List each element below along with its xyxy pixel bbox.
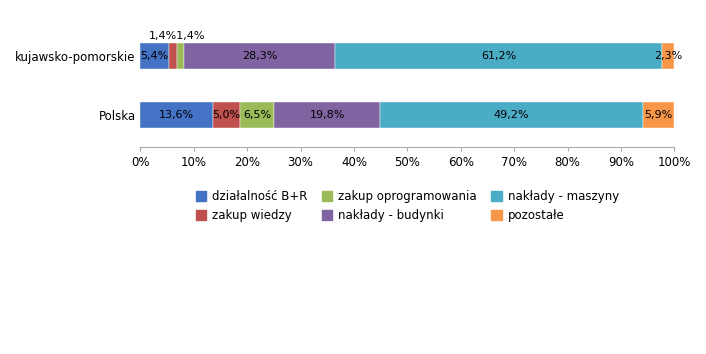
Bar	[213, 102, 239, 128]
Bar	[239, 102, 275, 128]
Text: 1,4%1,4%: 1,4%1,4%	[148, 30, 205, 40]
Text: 6,5%: 6,5%	[243, 110, 271, 120]
Text: 2,3%: 2,3%	[654, 51, 682, 61]
Text: 19,8%: 19,8%	[309, 110, 345, 120]
Legend: działalność B+R, zakup wiedzy, zakup oprogramowania, nakłady - budynki, nakłady : działalność B+R, zakup wiedzy, zakup opr…	[196, 190, 619, 222]
Text: 61,2%: 61,2%	[481, 51, 516, 61]
Bar	[275, 102, 380, 128]
Bar	[184, 43, 335, 69]
Bar	[169, 43, 176, 69]
Bar	[642, 102, 674, 128]
Bar	[176, 43, 184, 69]
Bar	[335, 43, 662, 69]
Text: 13,6%: 13,6%	[159, 110, 194, 120]
Text: 5,9%: 5,9%	[645, 110, 673, 120]
Text: 5,4%: 5,4%	[140, 51, 169, 61]
Bar	[140, 102, 213, 128]
Bar	[140, 43, 169, 69]
Text: 49,2%: 49,2%	[493, 110, 530, 120]
Bar	[380, 102, 642, 128]
Text: 5,0%: 5,0%	[213, 110, 240, 120]
Text: 28,3%: 28,3%	[242, 51, 277, 61]
Bar	[662, 43, 674, 69]
